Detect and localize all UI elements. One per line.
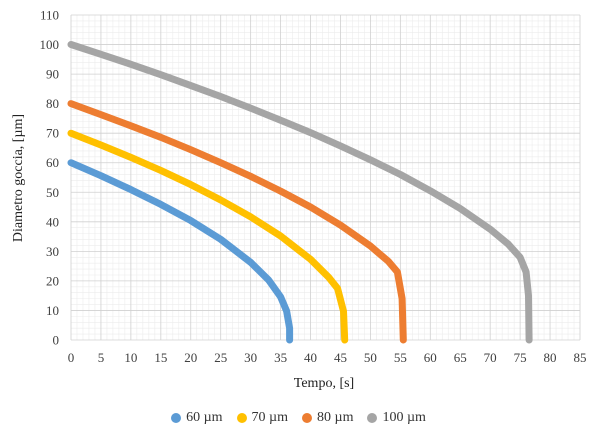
x-tick-label: 50 xyxy=(364,350,377,365)
x-tick-label: 35 xyxy=(274,350,287,365)
legend-label: 70 µm xyxy=(251,410,288,425)
y-tick-label: 90 xyxy=(46,67,59,82)
legend-label: 100 µm xyxy=(382,410,426,425)
legend-label: 60 µm xyxy=(186,410,223,425)
y-tick-label: 40 xyxy=(46,214,59,229)
x-tick-label: 5 xyxy=(98,350,105,365)
x-tick-label: 30 xyxy=(244,350,257,365)
y-tick-label: 80 xyxy=(46,96,59,111)
legend-item: 80 µm xyxy=(302,410,353,426)
legend-label: 80 µm xyxy=(317,410,354,425)
x-tick-label: 20 xyxy=(184,350,197,365)
chart: 0 5 10 15 20 25 30 35 40 45 50 55 60 65 70 75 80 85 0 10 20… xyxy=(11,8,587,392)
legend-item: 60 µm xyxy=(171,410,223,426)
x-tick-label: 55 xyxy=(394,350,407,365)
x-tick-label: 65 xyxy=(454,350,467,365)
series-line-70-m xyxy=(67,129,349,344)
y-tick-label: 100 xyxy=(40,37,60,52)
y-tick-label: 30 xyxy=(46,244,59,259)
x-tick-label: 75 xyxy=(514,350,527,365)
x-tick-label: 80 xyxy=(544,350,557,365)
x-tick-label: 15 xyxy=(154,350,167,365)
x-tick-label: 85 xyxy=(574,350,587,365)
x-tick-label: 45 xyxy=(334,350,347,365)
x-tick-label: 40 xyxy=(304,350,317,365)
y-tick-label: 70 xyxy=(46,126,59,141)
series-line-100-m xyxy=(67,41,533,344)
major-grid xyxy=(70,14,581,341)
x-tick-label: 10 xyxy=(124,350,137,365)
y-tick-label: 10 xyxy=(46,303,59,318)
x-axis-title: Tempo, [s] xyxy=(294,376,354,391)
series-line-80-m xyxy=(67,100,407,344)
series-layer xyxy=(67,41,533,344)
legend-item: 100 µm xyxy=(367,410,426,426)
x-tick-label: 60 xyxy=(424,350,437,365)
y-tick-label: 110 xyxy=(40,8,59,23)
x-tick-label: 25 xyxy=(214,350,227,365)
y-tick-label: 60 xyxy=(46,155,59,170)
legend: 60 µm 70 µm 80 µm 100 µm xyxy=(0,410,597,426)
x-tick-label: 70 xyxy=(484,350,497,365)
y-axis-title: Diametro goccia, [µm] xyxy=(11,114,26,242)
series-line-60-m xyxy=(67,159,294,344)
x-tick-label: 0 xyxy=(68,350,75,365)
y-tick-label: 0 xyxy=(53,333,60,348)
legend-swatch xyxy=(367,413,378,423)
legend-swatch xyxy=(236,413,247,423)
y-tick-label: 50 xyxy=(46,185,59,200)
minor-grid xyxy=(71,15,580,340)
legend-swatch xyxy=(302,413,312,423)
legend-swatch xyxy=(171,413,182,423)
y-tick-label: 20 xyxy=(46,273,59,288)
y-tick-labels: 0 10 20 30 40 50 60 70 80 90 100 110 xyxy=(40,8,60,348)
legend-item: 70 µm xyxy=(236,410,288,426)
x-tick-labels: 0 5 10 15 20 25 30 35 40 45 50 55 60 65 70 75 80 85 xyxy=(68,350,587,365)
